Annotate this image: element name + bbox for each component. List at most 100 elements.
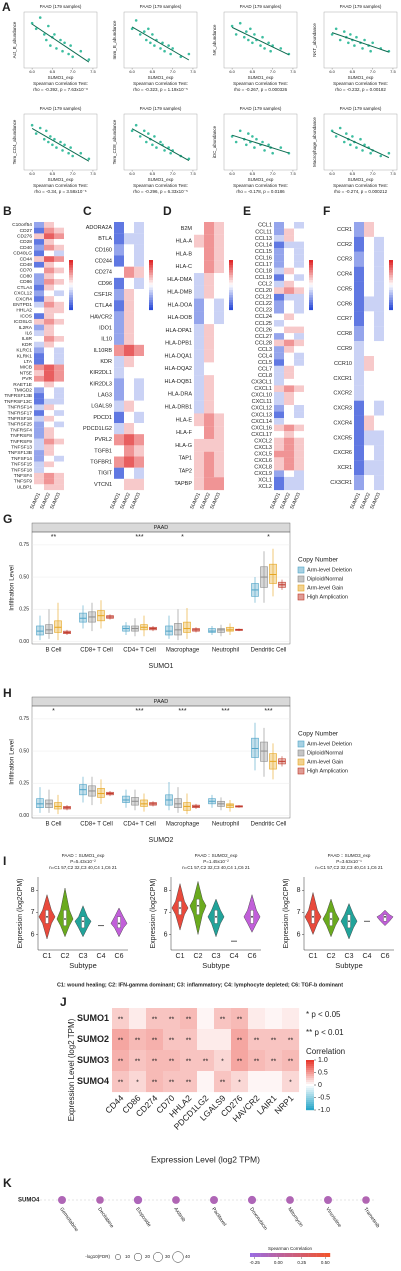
heat-cell (34, 290, 44, 297)
row-label: TNFSF13B (8, 450, 32, 456)
y-tick-label: 0.00 (19, 813, 29, 819)
x-tick-label: C2 (61, 953, 70, 960)
heat-cell (284, 372, 294, 379)
point (269, 49, 272, 53)
heat-cell (294, 326, 304, 334)
colorbar-step (306, 1100, 314, 1103)
x-tick-label: 7.0 (70, 171, 76, 176)
heat-cell (364, 341, 374, 357)
row-label: HLA-DQB1 (164, 379, 192, 385)
x-tick-label: Dendritic Cell (251, 648, 287, 654)
colorbar-step (306, 1082, 314, 1085)
x-tick-label: C3 (79, 953, 88, 960)
heat-cell (54, 307, 64, 314)
drug-label: Trametinib (362, 1206, 380, 1229)
heat-cell (231, 1008, 249, 1030)
heat-cell (134, 434, 144, 446)
heat-cell (294, 411, 304, 419)
dot (172, 1196, 180, 1204)
x-axis-label: SUMO1_exp (248, 177, 274, 182)
point (134, 123, 138, 127)
row-label: TNFSF9 (14, 479, 33, 485)
colorbar-step (69, 282, 73, 286)
heat-cell (374, 370, 384, 386)
colorbar-step (149, 285, 153, 288)
heat-cell (124, 389, 134, 401)
row-label: KIR2DL1 (90, 370, 112, 376)
test-stat: rho = -0.274, p = 0.000212 (334, 189, 388, 194)
x-tick-label: 7.5 (190, 171, 196, 176)
point (242, 35, 246, 39)
point (149, 41, 152, 45)
heat-cell (129, 1029, 147, 1051)
row-label: HLA-DQA1 (164, 353, 192, 359)
iqr-box (63, 910, 67, 926)
heat-cell (44, 239, 54, 245)
colorbar-step (327, 1253, 331, 1257)
row-label: CD96 (98, 281, 112, 287)
point (151, 33, 154, 36)
y-axis-label: Expression (log2CPM) (150, 878, 157, 948)
x-axis-label: SUMO1_exp (348, 75, 374, 80)
point (371, 41, 374, 45)
row-label: CXCL13 (251, 412, 272, 418)
heat-cell (274, 267, 284, 275)
colorbar-step (69, 270, 73, 273)
colorbar-step (309, 282, 313, 286)
heat-cell (34, 444, 44, 451)
heat-cell (214, 349, 224, 363)
heat-cell (114, 378, 124, 390)
heat-cell (44, 467, 54, 473)
plot-frame (323, 113, 398, 171)
colorbar-title: Correlation (306, 1047, 345, 1056)
heat-cell (134, 423, 144, 435)
significance: ** (169, 1058, 175, 1065)
heat-cell (54, 347, 64, 354)
colorbar-step (309, 305, 313, 308)
colorbar-step (306, 1108, 314, 1111)
test-stat: rho = -0.392, p = 7.63x10⁻⁸ (33, 87, 88, 92)
fit-line (31, 128, 90, 162)
point (247, 132, 250, 135)
significance: ** (152, 1037, 158, 1044)
x-tick-label: 6.5 (350, 171, 356, 176)
colorbar-tick-label: 1.0 (318, 1057, 328, 1064)
heat-cell (274, 398, 284, 406)
heat-cell (194, 477, 204, 491)
heat-cell (364, 281, 374, 297)
point (247, 38, 250, 42)
point (159, 47, 162, 50)
median-dot (179, 907, 181, 909)
test-stat: rho = -0.178, p = 0.0186 (236, 189, 285, 194)
heat-cell (274, 300, 284, 308)
heat-cell (54, 341, 64, 348)
heat-cell (294, 280, 304, 288)
heat-cell (124, 456, 134, 468)
heat-cell (294, 372, 304, 379)
colorbar-step (252, 1253, 256, 1257)
heat-cell (248, 1050, 266, 1072)
colorbar-step (389, 300, 393, 303)
x-axis-label: SUMO1_exp (48, 75, 74, 80)
heat-cell (34, 455, 44, 462)
row-label: SUMO4 (77, 1076, 109, 1086)
heat-cell (265, 1071, 283, 1093)
heat-cell (54, 455, 64, 462)
point (87, 58, 91, 61)
row-label: CXCR4 (16, 296, 33, 302)
heat-cell (194, 362, 204, 376)
box (174, 798, 182, 809)
heat-cell (204, 247, 214, 261)
heat-cell (34, 450, 44, 456)
row-label: CSF1R (94, 292, 112, 298)
colorbar-step (250, 1253, 253, 1257)
plot-frame (223, 113, 298, 171)
heat-cell (134, 356, 144, 368)
heat-cell (124, 378, 134, 390)
heat-cell (364, 430, 374, 446)
heat-cell (194, 298, 204, 312)
heat-cell (194, 375, 204, 389)
point (142, 129, 146, 133)
heat-cell (354, 415, 364, 431)
heat-cell (134, 289, 144, 301)
